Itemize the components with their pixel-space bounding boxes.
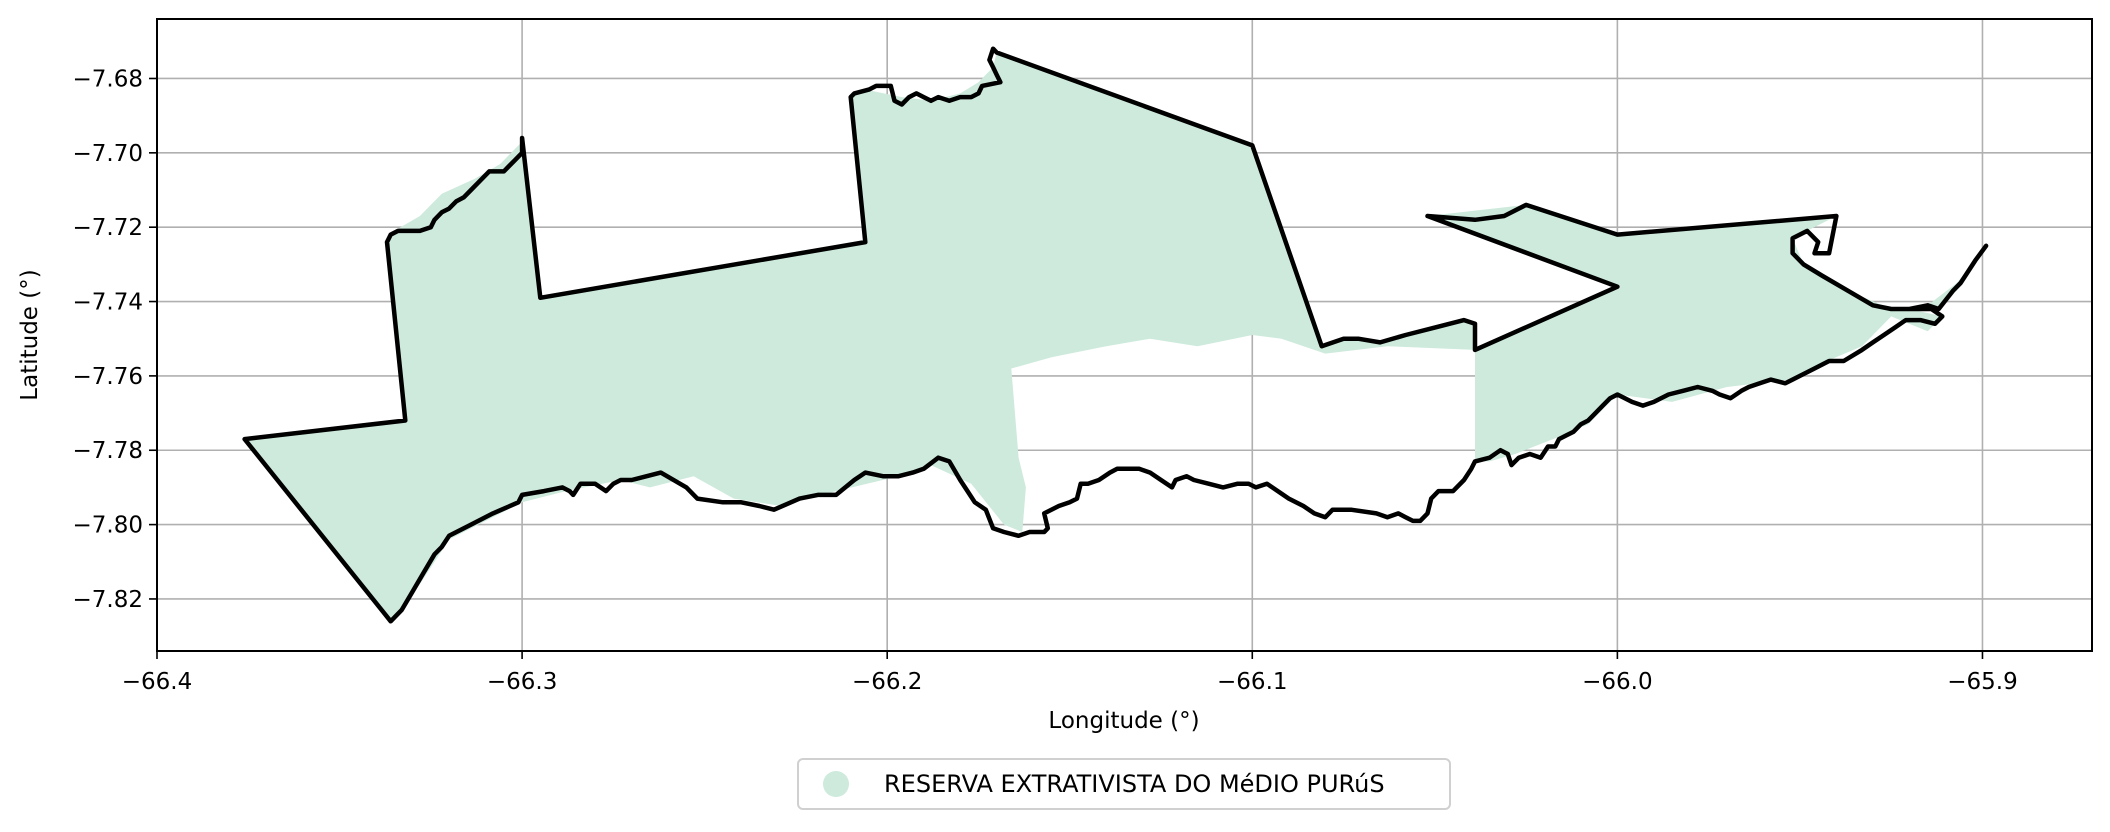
y-tick-label: −7.78 <box>73 438 143 464</box>
legend-swatch-icon <box>823 771 849 797</box>
reserve-boundary-outline <box>242 46 1989 624</box>
x-axis-label: Longitude (°) <box>1048 708 1199 734</box>
y-axis-label: Latitude (°) <box>17 269 43 400</box>
y-tick-label: −7.80 <box>73 513 143 539</box>
legend: RESERVA EXTRATIVISTA DO MéDIO PURúS <box>797 758 1451 810</box>
x-tick-label: −65.9 <box>1947 669 2017 695</box>
x-tick-label: −66.1 <box>1217 669 1287 695</box>
y-axis-ticks: −7.68 −7.70 −7.72 −7.74 −7.76 −7.78 −7.80 −7.82 <box>73 66 157 613</box>
boundary-path <box>242 46 1989 624</box>
legend-entry-label: RESERVA EXTRATIVISTA DO MéDIO PURúS <box>884 770 1385 798</box>
y-tick-label: −7.68 <box>73 66 143 92</box>
x-tick-label: −66.3 <box>487 669 557 695</box>
y-tick-label: −7.74 <box>73 290 143 316</box>
y-tick-label: −7.70 <box>73 141 143 167</box>
x-tick-label: −66.0 <box>1582 669 1652 695</box>
plot-frame <box>156 18 2093 652</box>
plot-area <box>242 46 1989 624</box>
y-tick-label: −7.76 <box>73 364 143 390</box>
legend-frame <box>797 758 1451 810</box>
x-axis-ticks: −66.4 −66.3 −66.2 −66.1 −66.0 −65.9 <box>122 651 2018 695</box>
x-tick-label: −66.4 <box>122 669 192 695</box>
y-tick-label: −7.82 <box>73 587 143 613</box>
reserve-fill-polygon <box>244 52 1987 622</box>
x-tick-label: −66.2 <box>852 669 922 695</box>
y-tick-label: −7.72 <box>73 215 143 241</box>
